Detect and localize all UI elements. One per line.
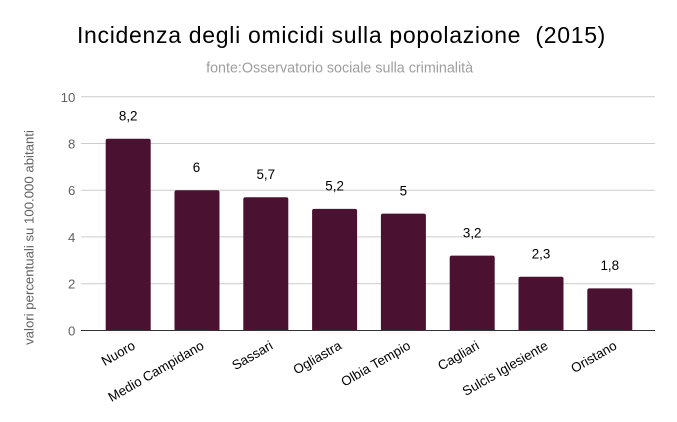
svg-text:10: 10 <box>61 90 76 105</box>
svg-text:2,3: 2,3 <box>532 247 551 262</box>
svg-text:valori percentuali su 100.000: valori percentuali su 100.000 abitanti <box>22 130 37 345</box>
svg-text:6: 6 <box>193 160 200 175</box>
svg-text:fonte:Osservatorio sociale sul: fonte:Osservatorio sociale sulla crimina… <box>206 60 473 76</box>
svg-text:5,2: 5,2 <box>325 179 344 194</box>
svg-text:4: 4 <box>68 230 75 245</box>
svg-text:8,2: 8,2 <box>119 109 138 124</box>
svg-text:8: 8 <box>68 137 75 152</box>
svg-text:1,8: 1,8 <box>600 258 619 273</box>
svg-text:2: 2 <box>68 277 75 292</box>
svg-text:0: 0 <box>68 323 75 338</box>
svg-text:3,2: 3,2 <box>463 225 482 240</box>
svg-text:5: 5 <box>400 183 407 198</box>
svg-text:6: 6 <box>68 183 75 198</box>
svg-text:Incidenza degli omicidi sulla: Incidenza degli omicidi sulla popolazion… <box>77 22 606 48</box>
svg-text:5,7: 5,7 <box>256 167 275 182</box>
